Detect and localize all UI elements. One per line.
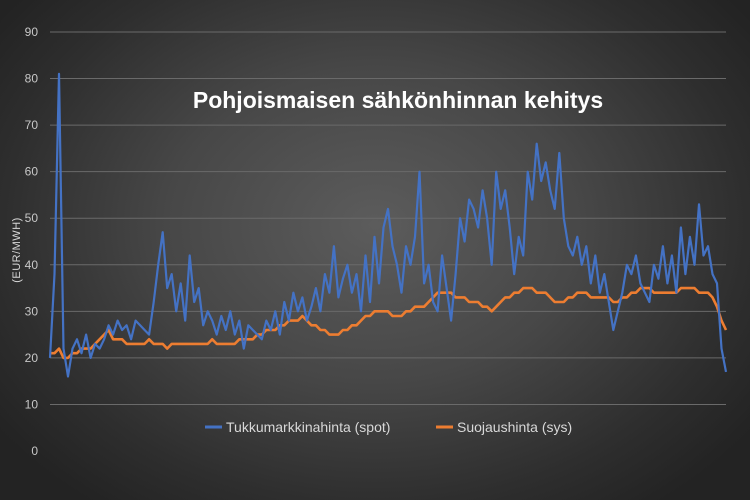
y-axis-ticks: 0 10 20 30 40 50 60 70 80 90: [25, 25, 39, 458]
y-tick-label: 0: [31, 444, 38, 458]
series-line-sys: [50, 286, 728, 360]
legend-label-spot: Tukkumarkkinahinta (spot): [226, 419, 390, 435]
y-tick-label: 20: [25, 351, 39, 365]
y-axis-title: (EUR/MWH): [11, 217, 23, 283]
y-tick-label: 30: [25, 304, 39, 318]
y-tick-label: 70: [25, 118, 39, 132]
legend: Tukkumarkkinahinta (spot) Suojaushinta (…: [205, 419, 572, 435]
y-tick-label: 90: [25, 25, 39, 39]
series-line-spot: [48, 72, 728, 378]
y-tick-label: 80: [25, 72, 39, 86]
gridlines: [50, 31, 726, 405]
series-lines: [48, 72, 728, 378]
y-tick-label: 50: [25, 211, 39, 225]
y-tick-label: 60: [25, 165, 39, 179]
chart-title: Pohjoismaisen sähkönhinnan kehitys: [193, 87, 603, 113]
y-tick-label: 10: [25, 397, 39, 411]
legend-label-sys: Suojaushinta (sys): [457, 419, 572, 435]
y-tick-label: 40: [25, 258, 39, 272]
